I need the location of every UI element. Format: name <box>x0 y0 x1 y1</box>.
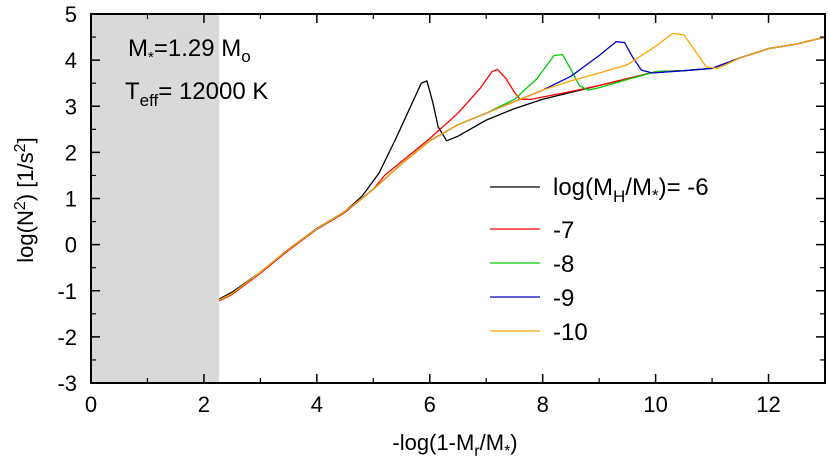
x-tick-label: 2 <box>198 392 210 417</box>
series-line-m8 <box>218 36 826 301</box>
x-tick-label: 4 <box>311 392 323 417</box>
plot-area <box>91 14 220 383</box>
x-tick-label: 0 <box>85 392 97 417</box>
y-tick-label: 4 <box>65 48 77 73</box>
x-axis-title: -log(1-Mr/M*) <box>392 430 517 460</box>
legend-label-m8: -8 <box>553 251 574 278</box>
y-tick-label: -1 <box>57 279 77 304</box>
shaded-region <box>91 14 220 383</box>
legend: log(MH/M*)= -6 -7 -8 -9 -10 <box>490 174 709 346</box>
legend-label-m10: -10 <box>553 319 588 346</box>
x-tick-label: 10 <box>643 392 667 417</box>
series-line-m10 <box>218 32 826 301</box>
x-tick-label: 12 <box>756 392 780 417</box>
y-tick-label: 5 <box>65 2 77 27</box>
series-line-m9 <box>218 36 826 301</box>
legend-label-m7: -7 <box>553 217 574 244</box>
y-tick-label: 2 <box>65 140 77 165</box>
y-tick-label: 0 <box>65 233 77 258</box>
y-tick-label: -2 <box>57 325 77 350</box>
mass-annotation: M*=1.29 Mo <box>128 35 251 66</box>
series-layer <box>218 32 826 302</box>
legend-label-m9: -9 <box>553 285 574 312</box>
y-axis-title: log(N2) [1/s2] <box>12 137 38 262</box>
legend-title: log(MH/M*)= -6 <box>553 174 709 206</box>
teff-annotation: Teff= 12000 K <box>125 78 268 110</box>
x-tick-label: 8 <box>537 392 549 417</box>
y-tick-label: 1 <box>65 187 77 212</box>
y-tick-label: 3 <box>65 94 77 119</box>
series-line-m7 <box>218 36 826 302</box>
series-line-m6 <box>218 36 826 300</box>
x-tick-label: 6 <box>424 392 436 417</box>
y-tick-label: -3 <box>57 371 77 396</box>
